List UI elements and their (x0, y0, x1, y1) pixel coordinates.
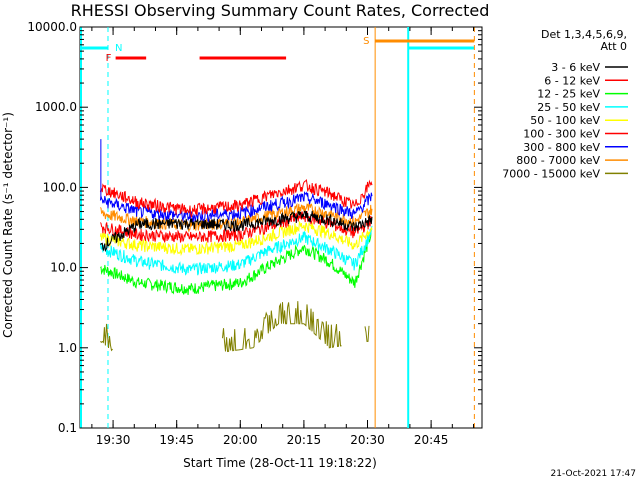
y-tick-label: 1.0 (58, 341, 77, 355)
legend-header-line2: Att 0 (601, 40, 627, 53)
x-tick-label: 19:45 (159, 433, 194, 447)
legend-label: 12 - 25 keV (537, 88, 600, 101)
series-line (100, 211, 373, 243)
y-tick-label: 0.1 (58, 421, 77, 435)
x-axis: 19:30 19:45 20:00 20:15 20:30 20:45 (91, 27, 475, 447)
flare-flag-label: F (106, 53, 112, 64)
chart-title: RHESSI Observing Summary Count Rates, Co… (71, 1, 490, 20)
x-tick-label: 20:15 (287, 433, 322, 447)
x-tick-label: 19:30 (96, 433, 131, 447)
y-tick-label: 10.0 (50, 261, 77, 275)
series-group (99, 139, 373, 353)
y-tick-label: 10000.0 (27, 20, 77, 34)
x-axis-label: Start Time (28-Oct-11 19:18:22) (183, 456, 377, 470)
series-line (99, 221, 373, 257)
series-line (99, 225, 373, 276)
night-flag-label: N (115, 43, 122, 54)
series-line (100, 210, 373, 253)
y-axis: 0.1 1.0 10.0 100.0 1000.0 10000.0 (27, 20, 482, 435)
legend-label: 300 - 800 keV (523, 141, 600, 154)
legend-label: 800 - 7000 keV (516, 154, 600, 167)
saa-flag-label: S (363, 36, 369, 47)
plot-area: NF S (79, 26, 483, 429)
legend-label: 100 - 300 keV (523, 128, 600, 141)
flag-bars: NF S (80, 27, 475, 428)
x-tick-label: 20:45 (414, 433, 449, 447)
legend-label: 7000 - 15000 keV (502, 167, 600, 180)
series-line (100, 301, 370, 353)
legend-header-line1: Det 1,3,4,5,6,9, (541, 28, 627, 41)
y-tick-label: 100.0 (43, 180, 77, 194)
y-tick-label: 1000.0 (35, 100, 77, 114)
series-line (99, 191, 373, 223)
legend-label: 50 - 100 keV (530, 114, 600, 127)
legend-label: 3 - 6 keV (551, 61, 600, 74)
footer-timestamp: 21-Oct-2021 17:47 (551, 469, 636, 479)
series-line (99, 179, 373, 219)
legend-label: 25 - 50 keV (537, 101, 600, 114)
x-tick-label: 20:30 (350, 433, 385, 447)
series-line (100, 227, 373, 295)
legend-label: 6 - 12 keV (544, 74, 600, 87)
y-axis-label: Corrected Count Rate (s⁻¹ detector⁻¹) (1, 112, 15, 338)
x-tick-label: 20:00 (223, 433, 258, 447)
